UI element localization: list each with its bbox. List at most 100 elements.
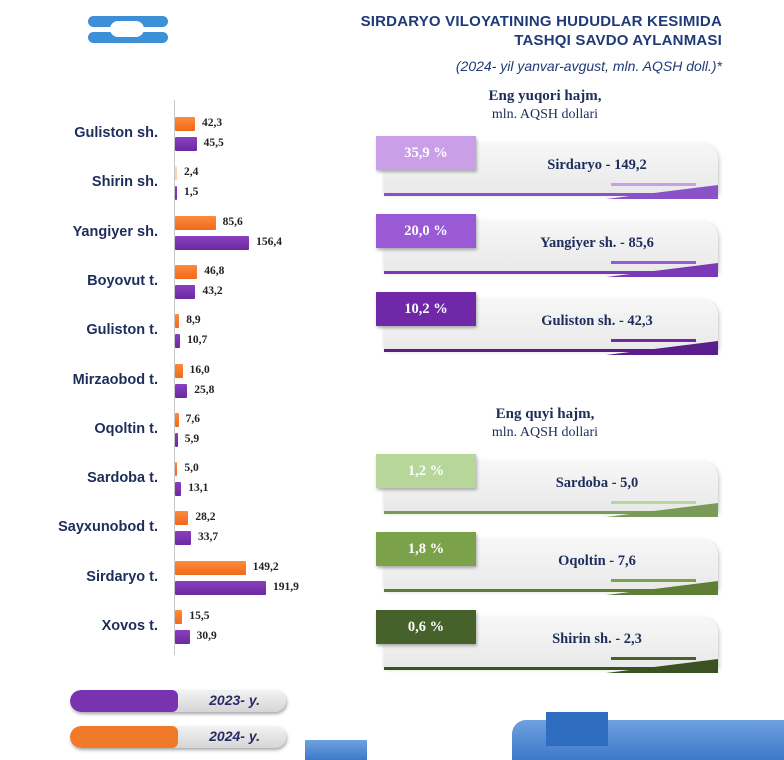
bottom-section-heading: Eng quyi hajm, mln. AQSH dollari [390,406,700,441]
category-label: Sardoba t. [87,470,158,487]
ranking-card: 0,6 % Shirin sh. - 2,3 [376,610,718,675]
category-label: Sayxunobod t. [58,519,158,536]
card-wedge [606,659,718,673]
top-section-heading: Eng yuqori hajm, mln. AQSH dollari [390,88,700,123]
ranking-card: 1,2 % Sardoba - 5,0 [376,454,718,519]
title-line-2: TASHQI SAVDO AYLANMASI [514,32,722,49]
category-label: Boyovut t. [87,272,158,289]
value-label-2024: 28,2 [195,511,216,524]
card-wedge [606,581,718,595]
card-underline [384,511,718,514]
card-percent: 35,9 % [376,136,476,170]
bar-2023 [175,186,177,201]
bar-2024 [175,314,180,329]
top-heading: Eng yuqori hajm, [488,88,602,104]
legend-swatch-2024 [70,726,178,748]
card-region: Oqoltin - 7,6 [558,553,636,569]
value-label-2024: 8,9 [186,314,201,327]
footer-decoration-tab [546,712,608,746]
card-percent: 10,2 % [376,292,476,326]
value-label-2024: 46,8 [204,264,225,277]
bar-2024 [175,166,177,181]
chart-axis-line [174,100,175,655]
category-label: Guliston sh. [74,125,158,141]
value-label-2024: 2,4 [184,166,199,179]
category-label: Guliston t. [86,322,158,339]
footer-decoration-left [305,740,367,760]
card-accent-line [611,579,696,582]
card-wedge [606,185,718,199]
bottom-unit: mln. AQSH dollari [491,425,599,440]
bar-2024 [175,215,216,230]
bar-2024 [175,363,183,378]
card-wedge [606,503,718,517]
value-label-2023: 25,8 [194,383,215,396]
card-wedge [606,341,718,355]
card-region: Guliston sh. - 42,3 [541,313,653,329]
bar-2024 [175,264,198,279]
ranking-card: 35,9 % Sirdaryo - 149,2 [376,136,718,201]
legend-label-2024: 2024- y. [209,728,260,744]
value-label-2024: 85,6 [222,215,243,228]
card-underline [384,349,718,352]
value-label-2023: 45,5 [203,137,224,149]
bar-2023 [175,284,196,299]
card-region: Shirin sh. - 2,3 [552,631,642,647]
category-label: Sirdaryo t. [86,568,158,585]
legend-label-2023: 2023- y. [209,692,260,708]
ranking-card: 1,8 % Oqoltin - 7,6 [376,532,718,597]
top-unit: mln. AQSH dollari [491,107,599,122]
card-accent-line [611,657,696,660]
card-percent: 1,8 % [376,532,476,566]
card-accent-line [611,501,696,504]
page-title: SIRDARYO VILOYATINING HUDUDLAR KESIMIDA … [361,12,722,50]
value-label-2024: 7,6 [185,412,200,425]
card-underline [384,271,718,274]
bar-2023 [175,630,190,644]
value-label-2024: 149,2 [252,560,279,573]
card-region: Sardoba - 5,0 [555,475,639,491]
value-label-2023: 156,4 [256,235,283,248]
bar-2024 [175,412,179,427]
legend-item-2023: 2023- y. [70,690,286,712]
card-region: Yangiyer sh. - 85,6 [540,235,654,251]
value-label-2023: 43,2 [202,284,223,297]
value-label-2024: 5,0 [184,462,199,475]
value-label-2024: 16,0 [189,363,210,376]
category-label: Xovos t. [101,618,158,634]
bar-2024 [175,462,178,477]
bar-2024 [175,610,183,624]
bar-2023 [175,383,188,398]
card-underline [384,667,718,670]
card-underline [384,589,718,592]
title-line-1: SIRDARYO VILOYATINING HUDUDLAR KESIMIDA [360,13,722,30]
value-label-2023: 5,9 [184,432,200,445]
bar-2024 [175,511,189,526]
bar-2023 [175,580,266,595]
card-accent-line [611,183,696,186]
category-label: Oqoltin t. [94,420,158,437]
bar-2023 [175,482,182,497]
card-underline [384,193,718,196]
value-label-2023: 10,7 [187,334,208,347]
card-region: Sirdaryo - 149,2 [547,157,647,173]
value-label-2023: 191,9 [273,580,299,593]
value-label-2024: 42,3 [202,117,223,129]
bar-2024 [175,560,246,575]
bottom-heading: Eng quyi hajm, [495,406,595,422]
page-subtitle: (2024- yil yanvar-avgust, mln. AQSH doll… [455,58,722,74]
bar-2023 [175,235,250,250]
legend-swatch-2023 [70,690,178,712]
value-label-2023: 33,7 [197,531,219,544]
category-label: Shirin sh. [91,174,158,191]
category-label: Mirzaobod t. [72,371,158,388]
card-percent: 0,6 % [376,610,476,644]
value-label-2023: 1,5 [184,186,199,199]
legend-item-2024: 2024- y. [70,726,286,748]
card-accent-line [611,339,696,342]
category-label: Yangiyer sh. [72,223,158,240]
value-label-2024: 15,5 [189,610,210,622]
value-label-2023: 30,9 [196,630,217,642]
bar-2023 [175,531,191,546]
logo-icon [88,16,168,43]
